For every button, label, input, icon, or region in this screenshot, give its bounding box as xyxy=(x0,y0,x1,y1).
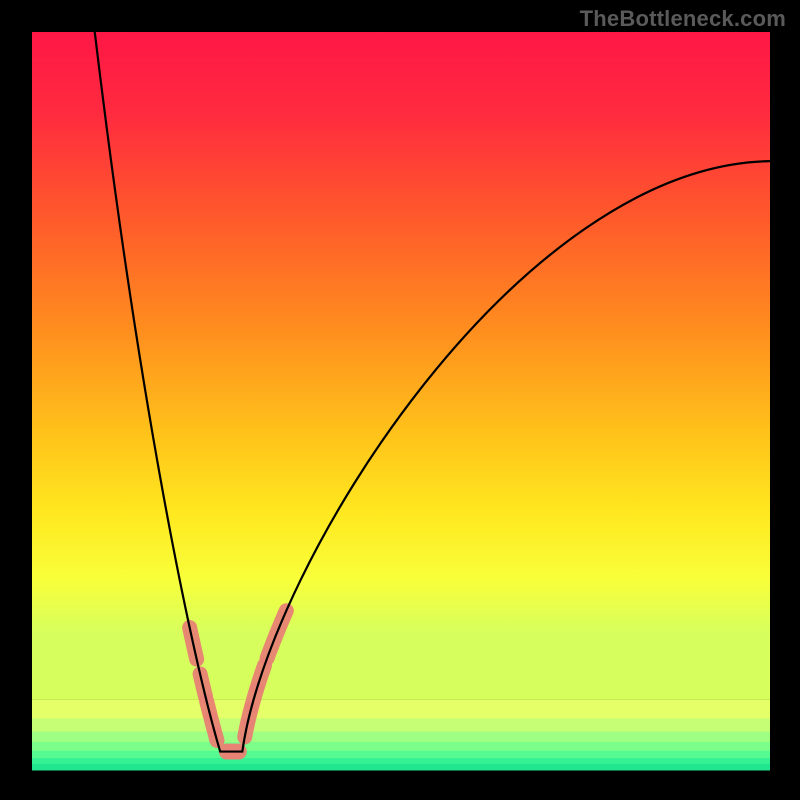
bottom-band xyxy=(32,764,770,770)
watermark-text: TheBottleneck.com xyxy=(580,6,786,32)
bottom-band xyxy=(32,700,770,719)
gradient-background xyxy=(32,32,770,700)
figure-frame: TheBottleneck.com xyxy=(0,0,800,800)
bottom-band xyxy=(32,732,770,743)
bottom-band xyxy=(32,751,770,759)
plot-svg xyxy=(0,0,800,800)
bottom-band xyxy=(32,718,770,732)
bottom-band xyxy=(32,758,770,764)
bottom-band xyxy=(32,742,770,751)
plot-canvas xyxy=(0,0,800,800)
